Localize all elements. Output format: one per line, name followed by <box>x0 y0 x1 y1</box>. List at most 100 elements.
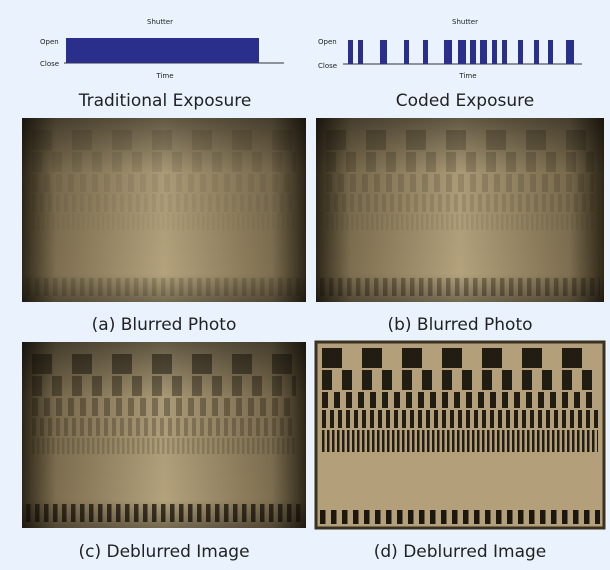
image-stripe <box>442 410 446 428</box>
page: Shutter Open Close Time Traditional Expo… <box>0 0 610 570</box>
image-stripe <box>492 430 495 452</box>
image-stripe <box>542 430 545 452</box>
shutter-open-bar <box>566 40 574 64</box>
image-stripe <box>578 410 582 428</box>
shutter-open-bar <box>470 40 476 64</box>
image-stripe <box>506 410 510 428</box>
image-stripe <box>497 430 500 452</box>
image-stripe <box>482 348 502 368</box>
image-stripe <box>587 430 590 452</box>
image-stripe <box>522 410 526 428</box>
shutter-open-bar <box>444 40 452 64</box>
image-stripe <box>454 392 460 408</box>
shutter-open-bar <box>518 40 523 64</box>
image-stripe <box>382 430 385 452</box>
diagram-title: Coded Exposure <box>396 91 534 111</box>
image-stripe <box>554 410 558 428</box>
time-label: Time <box>155 72 173 80</box>
image-stripe <box>562 430 565 452</box>
image-stripe <box>357 430 360 452</box>
image-stripe <box>332 430 335 452</box>
shutter-label: Shutter <box>452 18 478 26</box>
image-stripe <box>542 370 552 390</box>
image-stripe <box>392 430 395 452</box>
image-stripe <box>595 510 600 524</box>
shutter-open-bar <box>480 40 487 64</box>
image-stripe <box>377 430 380 452</box>
image-stripe <box>482 410 486 428</box>
image-stripe <box>419 510 425 524</box>
image-stripe <box>474 410 478 428</box>
shutter-open-bar <box>348 40 353 64</box>
panel-caption: (b) Blurred Photo <box>387 315 532 335</box>
image-stripe <box>387 430 390 452</box>
image-stripe <box>362 348 382 368</box>
shutter-label: Shutter <box>147 18 173 26</box>
image-stripe <box>496 510 502 524</box>
image-stripe <box>452 430 455 452</box>
image-stripe <box>432 430 435 452</box>
image-stripe <box>362 430 365 452</box>
image-stripe <box>586 410 590 428</box>
image-stripe <box>584 510 590 524</box>
image-stripe <box>358 392 364 408</box>
image-stripe <box>426 410 430 428</box>
image-stripe <box>526 392 532 408</box>
image-stripe <box>490 392 496 408</box>
image-stripe <box>502 430 505 452</box>
image-stripe <box>498 410 502 428</box>
image-stripe <box>346 392 352 408</box>
image-stripe <box>538 410 542 428</box>
image-stripe <box>592 430 595 452</box>
image-stripe <box>552 430 555 452</box>
image-stripe <box>402 410 406 428</box>
image-stripe <box>430 510 436 524</box>
image-stripe <box>320 510 326 524</box>
image-stripe <box>322 370 332 390</box>
image-stripe <box>410 410 414 428</box>
image-stripe <box>482 370 492 390</box>
image-stripe <box>402 430 405 452</box>
image-stripe <box>442 348 462 368</box>
image-stripe <box>582 430 585 452</box>
image-stripe <box>466 410 470 428</box>
image-stripe <box>370 410 374 428</box>
image-stripe <box>562 348 582 368</box>
image-stripe <box>362 370 372 390</box>
image-stripe <box>527 430 530 452</box>
shutter-open-bar <box>492 40 497 64</box>
image-stripe <box>408 510 414 524</box>
image-stripe <box>562 410 566 428</box>
image-stripe <box>437 430 440 452</box>
image-stripe <box>550 392 556 408</box>
image-stripe <box>406 392 412 408</box>
image-stripe <box>472 430 475 452</box>
image-stripe <box>397 510 403 524</box>
image-stripe <box>551 510 557 524</box>
image-stripe <box>562 392 568 408</box>
shutter-open-bar <box>358 40 363 64</box>
image-stripe <box>364 510 370 524</box>
image-stripe <box>394 410 398 428</box>
panel-caption: (c) Deblurred Image <box>78 542 249 562</box>
image-stripe <box>529 510 535 524</box>
image-stripe <box>546 410 550 428</box>
image-stripe <box>514 392 520 408</box>
shutter-open-bar <box>548 40 553 64</box>
image-stripe <box>382 392 388 408</box>
shutter-open-bar <box>404 40 409 64</box>
image-stripe <box>342 510 348 524</box>
image-stripe <box>430 392 436 408</box>
shutter-open-bar <box>502 40 507 64</box>
image-stripe <box>394 392 400 408</box>
image-stripe <box>518 510 524 524</box>
image-stripe <box>557 430 560 452</box>
image-stripe <box>594 410 598 428</box>
image-stripe <box>507 430 510 452</box>
image-stripe <box>382 370 392 390</box>
image-stripe <box>322 430 325 452</box>
image-stripe <box>322 410 326 428</box>
image-stripe <box>334 392 340 408</box>
image-stripe <box>458 410 462 428</box>
image-stripe <box>507 510 513 524</box>
